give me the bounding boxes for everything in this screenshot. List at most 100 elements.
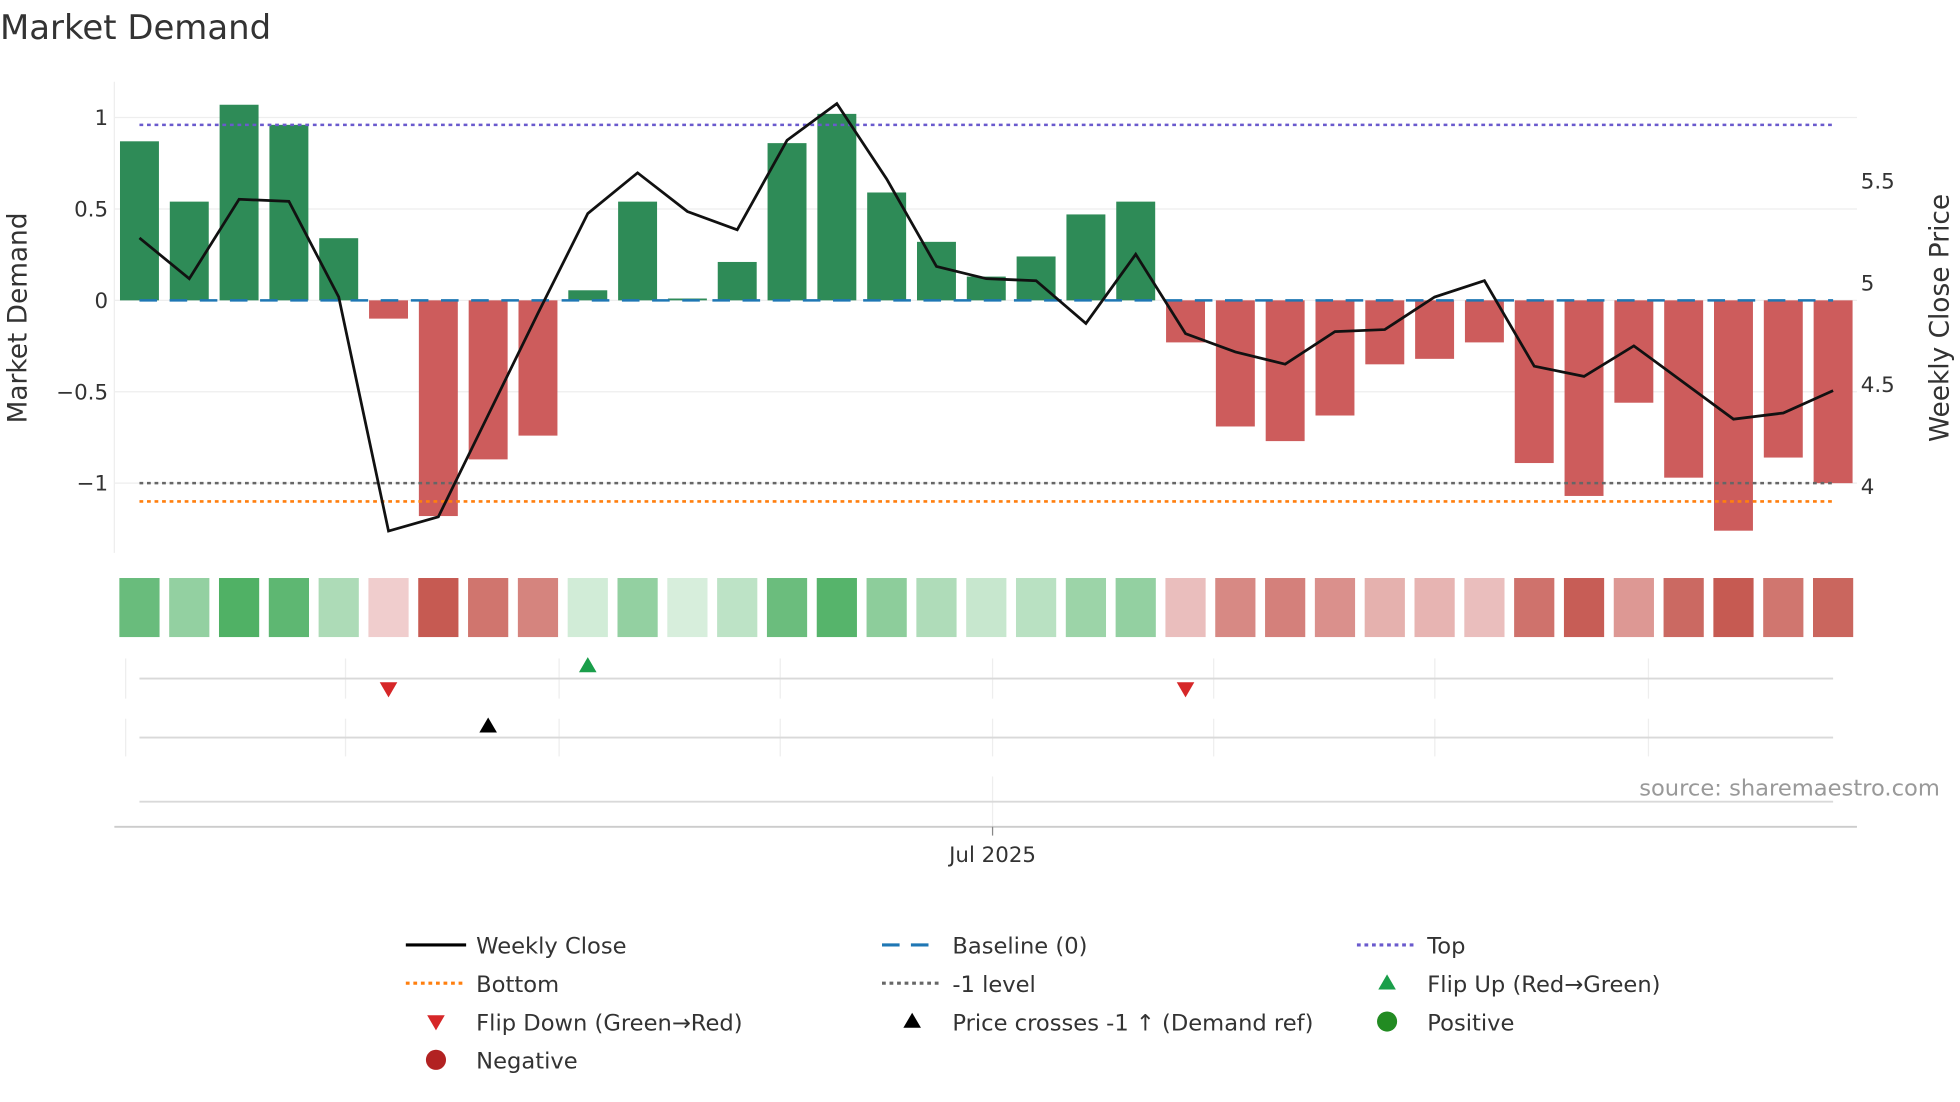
demand-heat-cell xyxy=(268,578,310,638)
demand-bar xyxy=(1415,300,1455,359)
legend-baseline-0-label: Baseline (0) xyxy=(952,934,1087,960)
legend-price-crosses-1-demand-ref-label: Price crosses -1 ↑ (Demand ref) xyxy=(952,1010,1313,1036)
demand-heat-cell xyxy=(1414,578,1455,638)
demand-bar xyxy=(1265,300,1305,442)
demand-bar xyxy=(916,241,956,301)
y-tick-label: 0.5 xyxy=(74,197,108,222)
demand-heat-cell xyxy=(1265,578,1306,638)
legend-flip-down-green-red-label: Flip Down (Green→Red) xyxy=(476,1010,742,1036)
demand-heat-cell xyxy=(418,578,459,638)
demand-heat-cell xyxy=(1813,578,1854,638)
demand-heat-cell xyxy=(468,578,509,638)
demand-bar xyxy=(1714,300,1753,531)
legend-flip-up-red-green-label: Flip Up (Red→Green) xyxy=(1427,972,1660,998)
y-tick-label: 1 xyxy=(94,106,108,131)
demand-heat-cell xyxy=(1015,578,1057,638)
demand-heat-cell xyxy=(318,578,359,638)
legend-positive-icon xyxy=(1377,1011,1398,1032)
demand-bar xyxy=(1464,300,1504,343)
legend-bottom-label: Bottom xyxy=(476,972,559,998)
legend-negative-icon xyxy=(425,1049,447,1070)
demand-bar xyxy=(618,201,658,301)
demand-bar xyxy=(1763,300,1803,458)
demand-heat-cell xyxy=(1364,578,1405,638)
demand-heat-cell xyxy=(119,578,160,638)
weekly-close-line xyxy=(138,101,1834,533)
demand-bar xyxy=(1514,300,1554,464)
demand-bar xyxy=(269,124,309,301)
demand-heat-cell xyxy=(1763,578,1804,638)
demand-bar xyxy=(169,201,209,301)
y2-tick-label: 4 xyxy=(1861,475,1875,500)
demand-bar xyxy=(1116,201,1156,301)
demand-bar xyxy=(418,300,458,517)
x-tick-label: Jul 2025 xyxy=(947,843,1036,868)
y-tick-label: −0.5 xyxy=(56,380,108,405)
demand-heat-cell xyxy=(1314,578,1356,638)
y2-tick-label: 5 xyxy=(1861,271,1875,296)
demand-heat-cell xyxy=(517,578,559,638)
demand-heat-cell xyxy=(218,578,260,638)
demand-bar xyxy=(119,141,159,301)
demand-heat-cell xyxy=(567,578,608,638)
demand-heat-cell xyxy=(966,578,1007,638)
y-tick-label: −1 xyxy=(77,472,108,497)
demand-heat-cell xyxy=(1663,578,1704,638)
flip-down-marker xyxy=(379,682,398,698)
demand-heat-cell xyxy=(916,578,957,638)
demand-bar xyxy=(817,113,857,301)
demand-bar xyxy=(1664,300,1704,478)
demand-heat-cell xyxy=(1115,578,1156,638)
demand-heat-cell xyxy=(1165,578,1206,638)
y2-tick-label: 5.5 xyxy=(1861,170,1895,195)
legend-weekly-close-label: Weekly Close xyxy=(476,934,626,960)
demand-bar xyxy=(518,300,558,436)
source-label: source: sharemaestro.com xyxy=(1639,775,1940,801)
legend-top-label: Top xyxy=(1426,934,1465,960)
demand-heat-cell xyxy=(368,578,409,638)
demand-bar xyxy=(1365,300,1405,365)
demand-heat-cell xyxy=(866,578,907,638)
demand-bar xyxy=(219,104,259,301)
y2-axis-title: Weekly Close Price xyxy=(1926,194,1956,442)
demand-heat-cell xyxy=(1514,578,1555,638)
demand-bar xyxy=(1564,300,1604,496)
demand-bar xyxy=(369,300,409,319)
demand-heat-cell xyxy=(1065,578,1107,638)
demand-bar xyxy=(1166,300,1206,343)
demand-bar xyxy=(1315,300,1355,416)
legend-price-crosses-1-demand-ref-icon xyxy=(903,1012,921,1028)
demand-heat-cell xyxy=(1464,578,1505,638)
flip-up-marker xyxy=(578,657,597,673)
y2-tick-label: 4.5 xyxy=(1861,373,1895,398)
demand-bar xyxy=(717,261,757,301)
legend-1-level-label: -1 level xyxy=(952,972,1035,998)
legend-flip-down-green-red-icon xyxy=(427,1015,445,1031)
flip-down-marker xyxy=(1176,682,1195,698)
demand-heat-cell xyxy=(1613,578,1654,638)
demand-heat-cell xyxy=(1215,578,1256,638)
y-tick-label: 0 xyxy=(94,289,108,314)
demand-bar xyxy=(1215,300,1255,427)
legend-flip-up-red-green-icon xyxy=(1378,974,1396,990)
demand-heat-cell xyxy=(816,578,857,638)
demand-bar xyxy=(966,276,1006,301)
chart-title: Market Demand xyxy=(0,8,271,47)
demand-bar xyxy=(568,290,608,301)
demand-heat-cell xyxy=(717,578,758,638)
demand-heat-cell xyxy=(1563,578,1605,638)
legend-negative-label: Negative xyxy=(476,1049,577,1075)
demand-heat-cell xyxy=(169,578,210,638)
demand-heat-cell xyxy=(667,578,708,638)
demand-bar xyxy=(468,300,508,460)
demand-heat-cell xyxy=(1713,578,1754,638)
demand-bar xyxy=(1614,300,1654,403)
demand-bar xyxy=(1066,214,1106,301)
demand-bar xyxy=(867,192,907,301)
demand-heat-cell xyxy=(766,578,808,638)
price-cross-marker xyxy=(479,717,497,733)
demand-heat-cell xyxy=(617,578,658,638)
legend-positive-label: Positive xyxy=(1427,1010,1514,1036)
demand-bar xyxy=(767,143,807,301)
